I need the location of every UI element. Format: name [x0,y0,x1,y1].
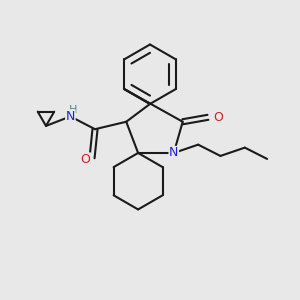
Text: O: O [81,153,90,166]
Text: N: N [66,110,75,123]
Text: N: N [169,146,178,160]
Text: H: H [68,105,77,115]
Text: O: O [213,111,223,124]
